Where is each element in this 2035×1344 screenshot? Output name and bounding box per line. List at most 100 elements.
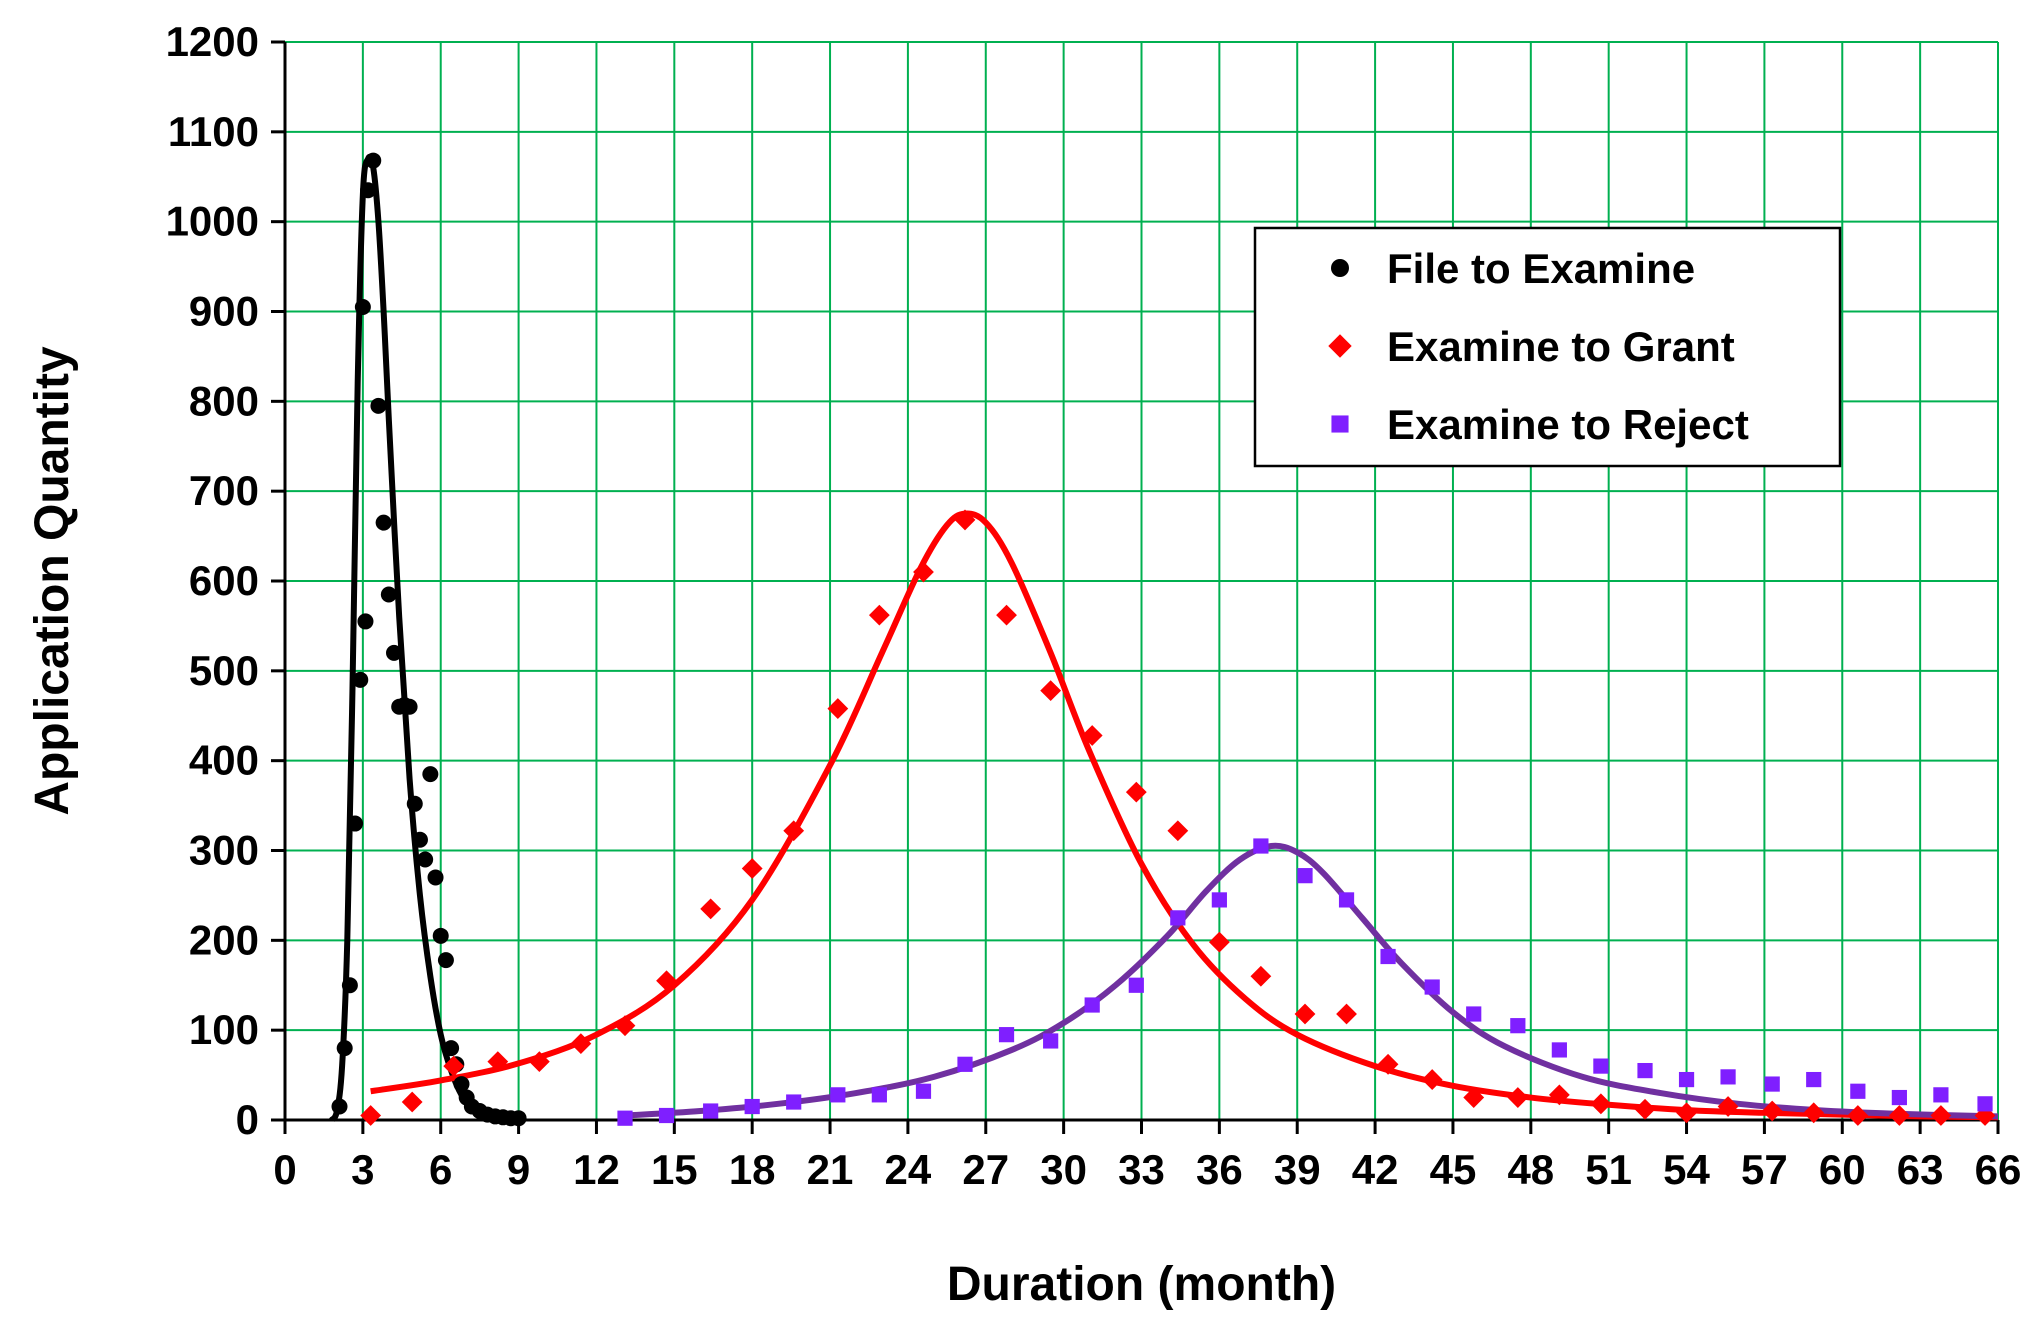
x-tick-label: 42 bbox=[1352, 1146, 1399, 1193]
point-examine-to-reject bbox=[744, 1098, 760, 1115]
point-examine-to-grant bbox=[783, 820, 805, 842]
legend-box bbox=[1253, 226, 1842, 468]
y-tick-label: 1000 bbox=[166, 198, 259, 245]
y-tick-label: 900 bbox=[189, 288, 259, 335]
y-tick-label: 0 bbox=[236, 1096, 259, 1143]
point-examine-to-grant bbox=[1548, 1084, 1570, 1106]
x-tick-label: 51 bbox=[1585, 1146, 1632, 1193]
point-examine-to-reject bbox=[1720, 1069, 1736, 1085]
point-examine-to-reject bbox=[830, 1087, 846, 1103]
point-examine-to-reject bbox=[1043, 1033, 1059, 1049]
point-examine-to-grant bbox=[1294, 1003, 1316, 1025]
point-examine-to-grant bbox=[1250, 965, 1272, 987]
fit-curve-examine-to-reject bbox=[624, 842, 1999, 1120]
point-examine-to-reject bbox=[915, 1083, 932, 1099]
point-file-to-examine bbox=[432, 927, 449, 944]
x-tick-label: 66 bbox=[1975, 1146, 2022, 1193]
point-examine-to-grant bbox=[1125, 781, 1147, 803]
point-file-to-examine bbox=[510, 1110, 527, 1127]
y-tick-label: 1200 bbox=[166, 18, 259, 65]
point-file-to-examine bbox=[427, 869, 444, 886]
point-examine-to-grant bbox=[1336, 1003, 1357, 1025]
point-examine-to-grant bbox=[1888, 1105, 1910, 1126]
x-axis-title: Duration (month) bbox=[947, 1258, 1336, 1311]
x-tick-label: 30 bbox=[1040, 1146, 1087, 1193]
x-tick-label: 54 bbox=[1663, 1146, 1710, 1193]
point-file-to-examine bbox=[341, 977, 358, 994]
x-tick-label: 18 bbox=[729, 1146, 776, 1193]
axes bbox=[271, 40, 2000, 1134]
point-examine-to-grant bbox=[656, 970, 677, 992]
y-tick-label: 800 bbox=[189, 377, 259, 424]
point-examine-to-grant bbox=[1717, 1096, 1739, 1117]
point-examine-to-reject bbox=[1297, 868, 1313, 884]
point-file-to-examine bbox=[360, 182, 377, 199]
y-tick-label: 700 bbox=[189, 467, 259, 514]
point-examine-to-reject bbox=[1466, 1006, 1482, 1022]
point-examine-to-grant bbox=[1081, 725, 1103, 746]
point-examine-to-grant bbox=[700, 898, 722, 920]
point-file-to-examine bbox=[453, 1076, 470, 1093]
point-examine-to-reject bbox=[1211, 892, 1227, 908]
x-tick-label: 60 bbox=[1819, 1146, 1866, 1193]
point-file-to-examine bbox=[352, 671, 369, 688]
point-examine-to-grant bbox=[741, 858, 763, 879]
point-examine-to-reject bbox=[703, 1103, 719, 1119]
point-examine-to-reject bbox=[1933, 1087, 1949, 1103]
y-tick-label: 100 bbox=[189, 1006, 259, 1053]
y-axis-title: Application Quantity bbox=[26, 346, 79, 816]
x-tick-label: 57 bbox=[1741, 1146, 1788, 1193]
point-file-to-examine bbox=[365, 152, 382, 169]
point-file-to-examine bbox=[401, 698, 418, 715]
point-file-to-examine bbox=[417, 851, 434, 868]
point-examine-to-grant bbox=[487, 1051, 509, 1073]
y-tick-label: 1100 bbox=[168, 108, 259, 155]
point-file-to-examine bbox=[386, 644, 403, 661]
point-file-to-examine bbox=[347, 815, 364, 832]
point-examine-to-reject bbox=[1424, 979, 1440, 995]
point-examine-to-reject bbox=[1891, 1089, 1907, 1106]
point-examine-to-grant bbox=[443, 1055, 465, 1077]
y-tick-label: 200 bbox=[189, 916, 259, 963]
point-examine-to-grant bbox=[1463, 1087, 1485, 1108]
point-examine-to-reject bbox=[1593, 1058, 1609, 1074]
point-examine-to-reject bbox=[617, 1110, 633, 1126]
point-examine-to-reject bbox=[1128, 977, 1144, 993]
legend-marker-file-to-examine bbox=[1331, 259, 1349, 277]
point-examine-to-grant bbox=[1676, 1102, 1697, 1124]
legend-label-examine-to-grant: Examine to Grant bbox=[1387, 323, 1735, 370]
point-examine-to-grant bbox=[1590, 1093, 1612, 1115]
point-examine-to-grant bbox=[614, 1015, 636, 1037]
point-examine-to-grant bbox=[996, 604, 1017, 626]
legend: File to Examine Examine to Grant Examine t… bbox=[1253, 226, 1842, 468]
point-examine-to-grant bbox=[1847, 1105, 1869, 1126]
point-examine-to-reject bbox=[1678, 1071, 1695, 1088]
point-file-to-examine bbox=[336, 1040, 353, 1057]
point-examine-to-reject bbox=[658, 1107, 675, 1124]
point-examine-to-grant bbox=[1167, 820, 1189, 842]
x-tick-label: 6 bbox=[429, 1146, 452, 1193]
x-tick-label: 48 bbox=[1507, 1146, 1554, 1193]
point-file-to-examine bbox=[331, 1098, 348, 1115]
legend-label-examine-to-reject: Examine to Reject bbox=[1387, 401, 1749, 448]
point-examine-to-reject bbox=[1380, 948, 1396, 965]
x-tick-label: 0 bbox=[273, 1146, 296, 1193]
data-points bbox=[331, 152, 1996, 1127]
grid bbox=[284, 41, 1999, 1121]
tick-labels: 0100200300400500600700800900100011001200… bbox=[166, 18, 2022, 1193]
point-examine-to-reject bbox=[1510, 1018, 1526, 1034]
x-tick-label: 12 bbox=[573, 1146, 620, 1193]
point-file-to-examine bbox=[375, 514, 392, 531]
point-examine-to-reject bbox=[1170, 910, 1186, 926]
x-tick-label: 15 bbox=[651, 1146, 698, 1193]
point-examine-to-grant bbox=[401, 1091, 423, 1113]
x-tick-label: 45 bbox=[1430, 1146, 1477, 1193]
point-file-to-examine bbox=[380, 586, 397, 603]
point-file-to-examine bbox=[437, 952, 454, 969]
x-tick-label: 63 bbox=[1897, 1146, 1944, 1193]
point-examine-to-grant bbox=[570, 1033, 592, 1055]
point-examine-to-grant bbox=[528, 1051, 550, 1073]
point-examine-to-reject bbox=[786, 1094, 802, 1110]
point-examine-to-reject bbox=[957, 1056, 973, 1072]
point-examine-to-grant bbox=[954, 509, 976, 531]
